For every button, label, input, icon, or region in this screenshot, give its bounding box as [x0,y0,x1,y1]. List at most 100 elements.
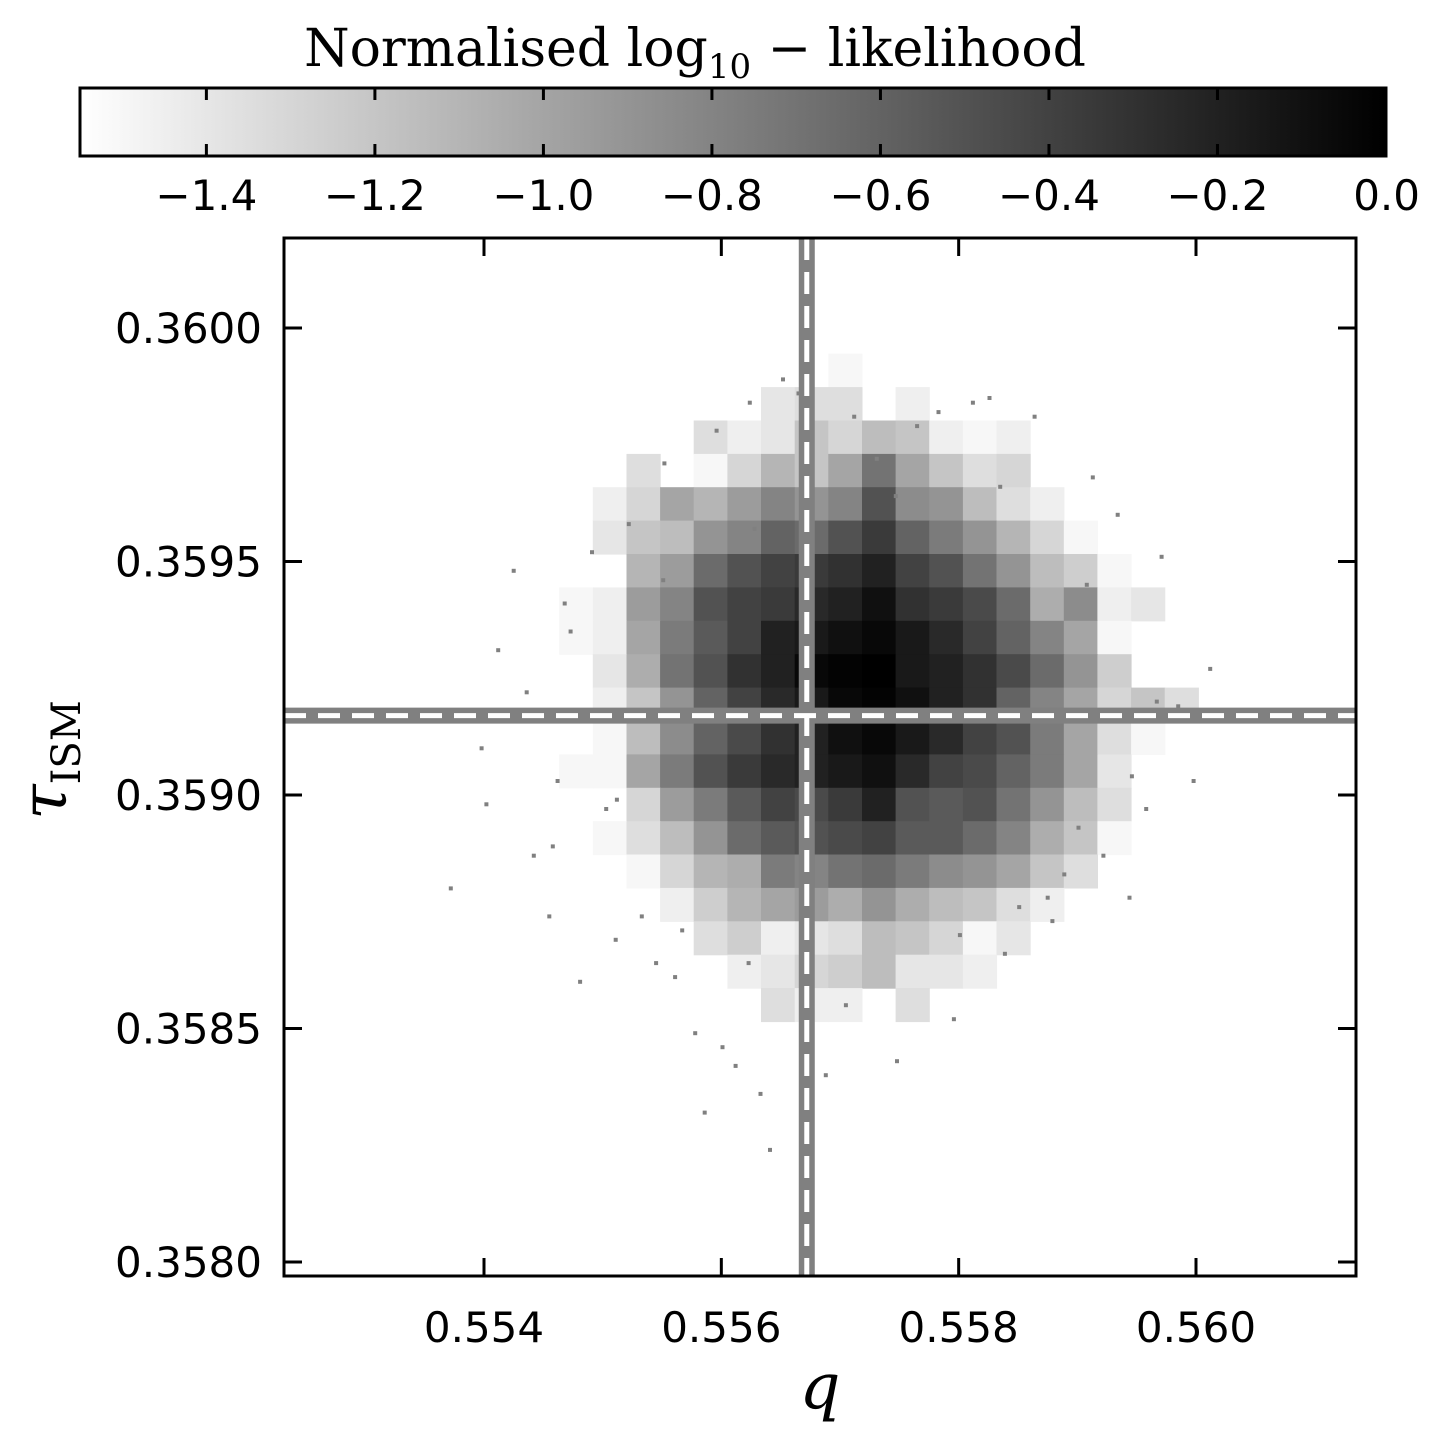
sparse-point [479,746,484,751]
heatmap-cell [660,487,695,522]
heatmap-cell [660,554,695,588]
heatmap-cell [895,587,930,622]
heatmap-cell [626,654,661,689]
heatmap-cell [761,754,796,789]
heatmap-cell [1030,520,1065,555]
heatmap-cell [727,420,762,455]
sparse-point [1154,699,1159,704]
sparse-point [758,1091,763,1096]
heatmap-cell [693,487,728,522]
heatmap-cell [895,787,930,822]
heatmap-cell [727,821,762,856]
sparse-point [1090,475,1095,480]
heatmap-cell [996,587,1031,622]
heatmap-cell [862,854,897,889]
heatmap-cell [962,921,998,956]
colorbar-tick-label: −1.0 [492,171,594,220]
sparse-point [874,456,879,461]
sparse-point [746,961,751,966]
sparse-point [1101,853,1106,858]
sparse-point [626,522,631,527]
heatmap-cell [761,587,796,622]
heatmap-cell [996,821,1031,856]
colorbar-ticks: −1.4 −1.2 −1.0 −0.8 −0.6 −0.4 −0.2 0.0 [155,88,1420,220]
heatmap-cell [895,921,930,956]
heatmap-cell [929,787,964,822]
heatmap-cell [895,487,930,522]
heatmap-cell [996,420,1031,455]
x-tick-label: 0.554 [424,1303,544,1352]
sparse-points [448,377,1213,1152]
heatmap-cell [996,721,1031,755]
heatmap-cell [727,921,762,956]
heatmap-cell [895,420,930,455]
heatmap-cell [693,754,728,789]
heatmap-cell [727,453,762,488]
heatmap-cell [929,453,964,488]
heatmap-cell [862,520,897,555]
heatmap-cell [895,654,930,689]
sparse-point [1208,666,1213,671]
x-axis-ticks: 0.554 0.556 0.558 0.560 [424,238,1256,1352]
heatmap-cell [962,954,998,989]
sparse-point [568,629,573,634]
sparse-point [1176,704,1181,709]
heatmap-cell [828,353,863,388]
heatmap-cell [761,954,796,989]
heatmap-cell [1063,721,1098,755]
heatmap-cell [996,487,1031,522]
sparse-point [893,494,898,499]
colorbar-title: Normalised log10 − likelihood [304,19,1086,87]
y-tick-label: 0.3595 [115,538,262,587]
sparse-point [1002,951,1007,956]
y-axis-ticks: 0.3580 0.3585 0.3590 0.3595 0.3600 [115,304,1356,1287]
heatmap-cell [761,921,796,956]
heatmap-cell [895,520,930,555]
heatmap-cell [828,787,863,822]
heatmap-cell [929,420,964,455]
heatmap-cell [761,620,796,655]
heatmap-cell [962,554,998,588]
colorbar-tick-label: −1.2 [324,171,426,220]
heatmap-cell [660,587,695,622]
heatmap-cell [626,520,661,555]
heatmap-cell [862,554,897,588]
heatmap-cell [727,654,762,689]
heatmap-cell [761,787,796,822]
y-tick-label: 0.3585 [115,1005,262,1054]
heatmap-cell [895,721,930,755]
heatmap-cell [828,887,863,922]
sparse-point [614,797,619,802]
sparse-point [987,396,992,400]
heatmap-cell [727,554,762,588]
heatmap-cell [626,620,661,655]
heatmap-cell [862,654,897,689]
heatmap-cell [862,821,897,856]
sparse-point [661,578,666,583]
heatmap-cell [862,587,897,622]
heatmap-cell [895,620,930,655]
heatmap-cell [929,954,964,989]
colorbar [78,86,1388,158]
heatmap-cell [895,453,930,488]
sparse-point [702,1110,707,1115]
heatmap-cell [929,887,964,922]
heatmap-cell [1131,587,1166,622]
heatmap-cell [592,721,627,755]
sparse-point [852,414,857,419]
heatmap-cell [895,387,930,422]
colorbar-tick-label: −0.4 [998,171,1100,220]
sparse-point [747,400,752,405]
heatmap-cell [828,453,863,488]
y-axis-label-sub: ISM [44,700,90,784]
heatmap-cell [1030,554,1065,588]
sparse-point [673,975,678,980]
heatmap-cell [727,954,762,989]
heatmap-cell [962,587,998,622]
heatmap-cell [727,887,762,922]
sparse-point [1076,825,1081,830]
y-tick-label: 0.3580 [115,1238,262,1287]
sparse-point [720,1045,725,1050]
heatmap-cell [693,721,728,755]
